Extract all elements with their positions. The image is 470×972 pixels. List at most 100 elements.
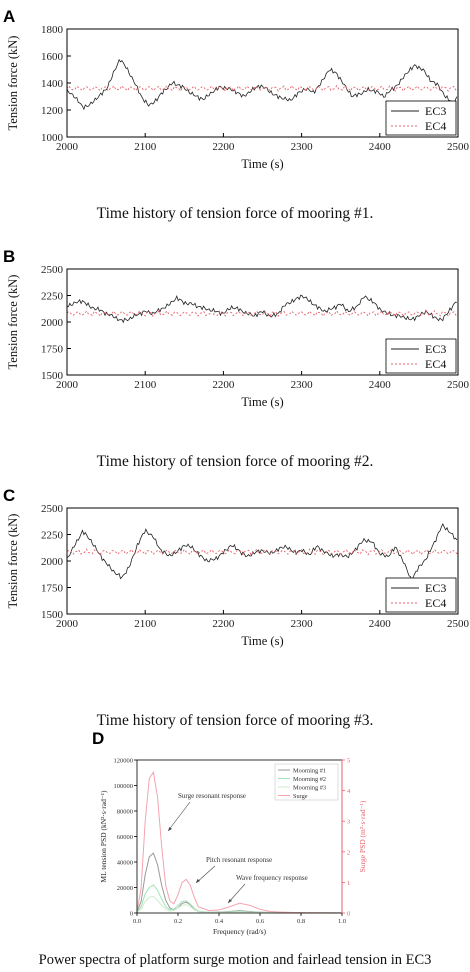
x-axis-label: Frequency (rad/s) [213,927,267,936]
x-tick-label: 2200 [212,379,235,391]
y-tick-label: 60000 [117,834,133,841]
x-tick-label: 2000 [56,379,79,391]
x-tick-label: 2100 [134,379,157,391]
y-tick-label: 1600 [41,51,64,63]
caption-panel-c: Time history of tension force of mooring… [96,712,374,729]
x-tick-label: 2000 [56,618,79,630]
y-axis-label: Tension force (kN) [6,514,20,609]
y-tick-label: 100000 [114,783,134,790]
x-tick-label: 0.2 [174,918,182,925]
x-tick-label: 0.0 [133,918,141,925]
y-tick-label: 1800 [41,24,64,36]
y-tick-label: 1400 [41,78,64,90]
annotation-arrowhead [168,827,172,831]
legend-label: Moorning #3 [293,784,326,791]
x-tick-label: 2500 [447,618,470,630]
panel-letter: A [3,7,15,26]
x-tick-label: 2300 [291,618,314,630]
annotation-label: Wave frequency response [236,874,308,882]
y-tick-label: 0 [130,911,133,918]
y-tick-label: 2000 [41,556,64,568]
legend-label: Moorning #2 [293,776,326,783]
y-tick-label: 2500 [41,264,64,276]
annotation-label: Surge resonant response [178,792,246,800]
y-tick-label: 80000 [117,809,133,816]
x-tick-label: 2500 [447,141,470,153]
y-axis-label: Tension force (kN) [6,36,20,131]
y-tick-label: 1750 [41,583,64,595]
legend-box [385,338,457,374]
time-history-panel-2: B 2000 2100 2200 2300 2400 2500 1500 1750 2000 225… [3,247,470,409]
time-history-panel-1: A 2000 2100 2200 2300 2400 2500 1000 1200 1400 160… [3,7,470,171]
y-tick-label: 2250 [41,530,64,542]
legend-label: Surge [293,793,308,800]
y-tick-label: 1000 [41,132,64,144]
legend-box [385,100,457,136]
x-tick-label: 0.4 [215,918,224,925]
annotation-arrow [167,801,191,832]
y-tick-label: 1500 [41,609,64,621]
spectrum-line-moorning-2 [136,884,342,914]
x-tick-label: 2500 [447,379,470,391]
legend-label: EC3 [425,104,446,118]
y-tick-label: 1750 [41,344,64,356]
legend-label: EC3 [425,581,446,595]
caption-panel-d: Power spectra of platform surge motion a… [38,952,432,968]
annotation-arrow [227,883,246,904]
time-history-panel-3: C 2000 2100 2200 2300 2400 2500 1500 1750 2000 225… [3,486,470,648]
y-tick-label: 20000 [117,885,133,892]
legend-label: EC3 [425,342,446,356]
annotation-arrowhead [228,899,232,903]
legend-label: EC4 [425,357,446,371]
series-line-ec3 [66,294,457,324]
y-tick-label: 40000 [117,860,133,867]
right-y-tick-label: 5 [347,758,350,765]
y-axis-label: Tension force (kN) [6,275,20,370]
annotation-label: Pitch resonant response [206,856,272,864]
x-tick-label: 2100 [134,618,157,630]
y-tick-label: 2000 [41,317,64,329]
panel-letter: D [92,729,104,748]
x-tick-label: 0.8 [297,918,305,925]
x-tick-label: 2400 [369,379,392,391]
y-axis-label: ML tension PSD (kN²·s·rad⁻¹) [99,790,108,883]
right-y-tick-label: 0 [347,911,350,918]
panel-letter: C [3,486,15,505]
x-tick-label: 2100 [134,141,157,153]
x-tick-label: 2300 [291,141,314,153]
y-tick-label: 1500 [41,370,64,382]
x-axis-label: Time (s) [241,634,283,648]
series-line-ec4 [66,548,459,556]
annotation-arrowhead [196,879,200,883]
right-y-tick-label: 4 [347,788,351,795]
legend-box [385,577,457,613]
y-tick-label: 2500 [41,503,64,515]
x-tick-label: 2400 [369,618,392,630]
x-tick-label: 1.0 [338,918,346,925]
right-y-tick-label: 2 [347,849,350,856]
x-tick-label: 2200 [212,141,235,153]
x-axis-label: Time (s) [241,395,283,409]
x-tick-label: 0.6 [256,918,265,925]
y-tick-label: 1200 [41,105,64,117]
x-tick-label: 2200 [212,618,235,630]
annotation-arrow [195,865,216,884]
right-y-axis-label: Surge PSD (m²·s·rad⁻¹) [358,800,367,872]
legend-label: EC4 [425,596,446,610]
x-tick-label: 2000 [56,141,79,153]
legend-label: Moorning #1 [293,767,326,774]
x-tick-label: 2300 [291,379,314,391]
legend-label: EC4 [425,119,446,133]
series-line-ec3 [66,523,458,582]
y-tick-label: 120000 [114,758,134,765]
series-line-ec3 [66,58,458,111]
right-y-tick-label: 3 [347,819,350,826]
panel-letter: B [3,247,15,266]
right-y-tick-label: 1 [347,880,350,887]
x-tick-label: 2400 [369,141,392,153]
